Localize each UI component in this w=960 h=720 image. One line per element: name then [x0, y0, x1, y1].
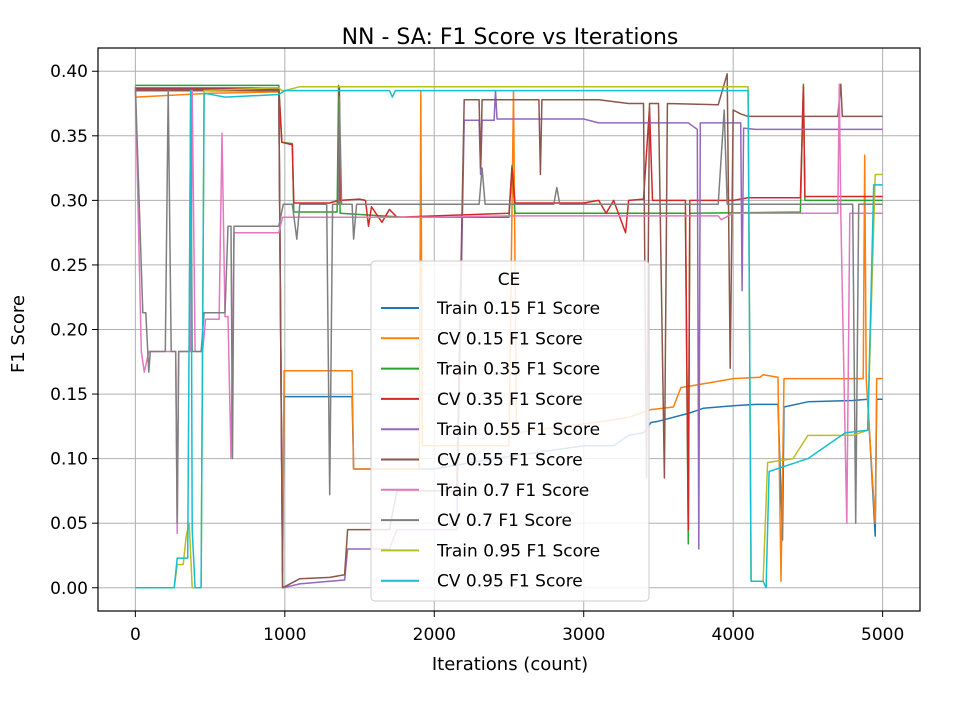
y-tick-label: 0.00 — [50, 579, 88, 599]
legend-label: CV 0.15 F1 Score — [437, 329, 583, 349]
legend-label: Train 0.55 F1 Score — [436, 420, 600, 440]
legend-title: CE — [498, 270, 521, 290]
legend-label: Train 0.35 F1 Score — [436, 360, 600, 380]
y-tick-label: 0.05 — [50, 514, 88, 534]
legend-label: Train 0.15 F1 Score — [436, 299, 600, 319]
x-axis-ticks: 0 1000 2000 3000 4000 5000 — [130, 611, 904, 645]
y-tick-label: 0.20 — [50, 321, 88, 341]
x-tick-label: 4000 — [712, 625, 755, 645]
series-layer — [134, 73, 883, 589]
x-tick-label: 3000 — [562, 625, 605, 645]
series-line-7 — [134, 86, 883, 524]
legend-label: CV 0.7 F1 Score — [437, 511, 572, 531]
x-tick-label: 2000 — [413, 625, 456, 645]
y-tick-label: 0.15 — [50, 385, 88, 405]
legend-label: CV 0.35 F1 Score — [437, 390, 583, 410]
series-line-9 — [135, 89, 883, 589]
x-axis-label: Iterations (count) — [432, 654, 588, 675]
y-axis-label: F1 Score — [8, 295, 29, 373]
legend-label: CV 0.55 F1 Score — [437, 451, 583, 471]
legend-label: Train 0.95 F1 Score — [436, 541, 600, 561]
legend-label: CV 0.95 F1 Score — [437, 572, 583, 592]
legend-label: Train 0.7 F1 Score — [436, 481, 589, 501]
y-axis-ticks: 0.00 0.05 0.10 0.15 0.20 0.25 0.30 0.35 0.40 — [50, 62, 98, 599]
y-tick-label: 0.10 — [50, 450, 88, 470]
y-tick-label: 0.35 — [50, 127, 88, 147]
x-tick-label: 0 — [130, 625, 141, 645]
y-tick-label: 0.40 — [50, 62, 88, 82]
legend: CE Train 0.15 F1 Score CV 0.15 F1 Score Tra… — [370, 260, 650, 602]
series-line-5 — [135, 73, 883, 589]
chart-title: NN - SA: F1 Score vs Iterations — [342, 25, 679, 50]
y-tick-label: 0.30 — [50, 191, 88, 211]
legend-box — [370, 260, 650, 602]
x-tick-label: 1000 — [263, 625, 306, 645]
y-tick-label: 0.25 — [50, 256, 88, 276]
x-tick-label: 5000 — [861, 625, 904, 645]
series-line-1 — [135, 89, 883, 583]
series-line-2 — [135, 83, 883, 545]
